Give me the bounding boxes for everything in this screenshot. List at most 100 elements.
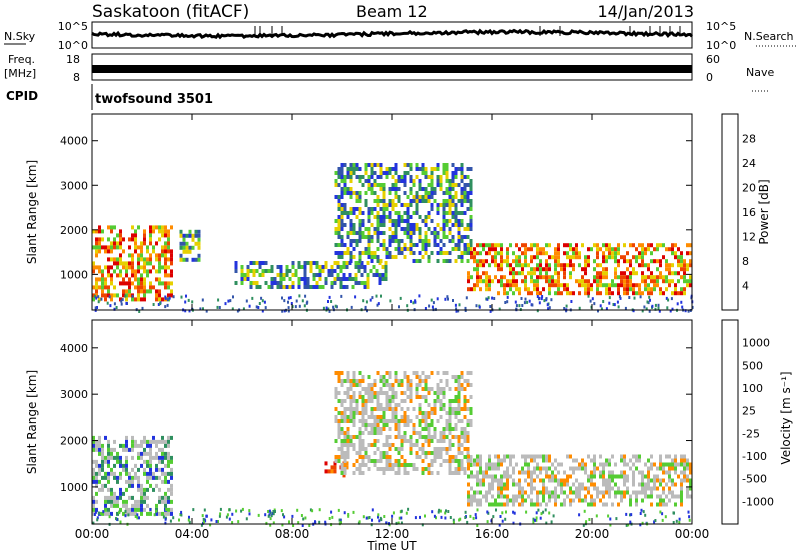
- velocity-echo-cell: [98, 443, 101, 448]
- velocity-echo-cell: [680, 454, 683, 459]
- power-echo-cell: [581, 283, 584, 288]
- power-echo-cell: [340, 235, 344, 239]
- power-echo-cell: [482, 279, 485, 284]
- time-tick-label: 00:00: [675, 527, 710, 541]
- velocity-echo-cell: [560, 482, 563, 487]
- velocity-echo-cell: [668, 470, 671, 475]
- velocity-echo-cell: [614, 494, 617, 499]
- velocity-echo-cell: [409, 435, 413, 439]
- velocity-noise-cell: [476, 508, 479, 512]
- velocity-echo-cell: [457, 435, 461, 439]
- power-echo-cell: [466, 227, 470, 231]
- velocity-echo-cell: [427, 463, 431, 467]
- velocity-echo-cell: [545, 486, 548, 491]
- power-echo-cell: [418, 187, 422, 191]
- velocity-echo-cell: [394, 395, 398, 399]
- power-echo-cell: [466, 195, 470, 199]
- velocity-echo-cell: [415, 439, 419, 443]
- velocity-echo-cell: [500, 462, 503, 467]
- power-noise-cell: [229, 299, 232, 303]
- power-echo-cell: [161, 281, 164, 286]
- power-echo-cell: [563, 283, 566, 288]
- velocity-echo-cell: [530, 474, 533, 479]
- power-noise-cell: [498, 307, 501, 311]
- power-echo-cell: [485, 271, 488, 276]
- velocity-echo-cell: [545, 470, 548, 475]
- power-echo-cell: [521, 267, 524, 272]
- velocity-echo-cell: [376, 459, 380, 463]
- velocity-echo-cell: [116, 511, 119, 516]
- power-noise-cell: [199, 307, 202, 311]
- velocity-echo-cell: [593, 482, 596, 487]
- power-noise-cell: [362, 299, 365, 303]
- velocity-echo-cell: [506, 478, 509, 483]
- power-echo-cell: [119, 257, 122, 262]
- power-echo-cell: [578, 251, 581, 256]
- power-echo-cell: [367, 163, 371, 167]
- velocity-noise-cell: [545, 521, 548, 525]
- velocity-echo-cell: [364, 419, 368, 423]
- velocity-noise-cell: [653, 520, 656, 524]
- velocity-echo-cell: [349, 403, 353, 407]
- power-echo-cell: [515, 259, 518, 264]
- velocity-echo-cell: [349, 443, 353, 447]
- velocity-noise-cell: [672, 521, 675, 524]
- power-echo-cell: [581, 243, 584, 248]
- velocity-echo-cell: [128, 511, 131, 516]
- power-echo-cell: [476, 279, 479, 284]
- velocity-echo-cell: [358, 471, 362, 475]
- velocity-echo-cell: [143, 459, 146, 464]
- velocity-echo-cell: [539, 470, 542, 475]
- power-echo-cell: [158, 297, 161, 302]
- velocity-echo-cell: [345, 461, 349, 466]
- velocity-noise-cell: [588, 518, 591, 521]
- velocity-echo-cell: [119, 459, 122, 464]
- power-echo-cell: [545, 271, 548, 276]
- power-echo-cell: [179, 233, 183, 238]
- velocity-echo-cell: [686, 490, 689, 495]
- power-echo-cell: [364, 235, 368, 239]
- power-echo-cell: [95, 237, 98, 242]
- velocity-echo-cell: [479, 470, 482, 475]
- power-echo-cell: [333, 281, 337, 285]
- velocity-echo-cell: [170, 483, 173, 488]
- velocity-echo-cell: [149, 467, 152, 472]
- velocity-echo-cell: [527, 482, 530, 487]
- power-noise-cell: [489, 305, 492, 308]
- velocity-echo-cell: [554, 458, 557, 463]
- velocity-echo-cell: [680, 478, 683, 483]
- power-noise-cell: [109, 304, 112, 308]
- power-echo-cell: [95, 289, 98, 294]
- power-echo-cell: [330, 273, 334, 277]
- velocity-echo-cell: [346, 387, 350, 391]
- velocity-ylabel: Slant Range [km]: [25, 370, 39, 474]
- velocity-echo-cell: [581, 458, 584, 463]
- velocity-echo-cell: [503, 458, 506, 463]
- power-echo-cell: [680, 291, 683, 296]
- power-echo-cell: [689, 251, 692, 256]
- power-echo-cell: [521, 243, 524, 248]
- velocity-echo-cell: [611, 474, 614, 479]
- velocity-echo-cell: [439, 463, 443, 467]
- power-echo-cell: [617, 287, 620, 292]
- velocity-echo-cell: [683, 478, 686, 483]
- velocity-echo-cell: [427, 443, 431, 447]
- power-echo-cell: [548, 291, 551, 296]
- power-echo-cell: [638, 263, 641, 268]
- power-echo-cell: [110, 297, 113, 302]
- velocity-echo-cell: [665, 454, 668, 459]
- velocity-echo-cell: [143, 451, 146, 456]
- power-noise-cell: [681, 305, 684, 309]
- velocity-echo-cell: [557, 462, 560, 467]
- power-echo-cell: [683, 271, 686, 276]
- power-echo-cell: [161, 225, 164, 230]
- velocity-noise-cell: [134, 515, 137, 518]
- velocity-echo-cell: [421, 371, 425, 375]
- velocity-echo-cell: [137, 467, 140, 472]
- power-echo-cell: [98, 229, 101, 234]
- power-echo-cell: [442, 231, 446, 235]
- velocity-echo-cell: [358, 427, 362, 431]
- velocity-echo-cell: [119, 471, 122, 476]
- power-echo-cell: [306, 281, 310, 285]
- power-echo-cell: [506, 279, 509, 284]
